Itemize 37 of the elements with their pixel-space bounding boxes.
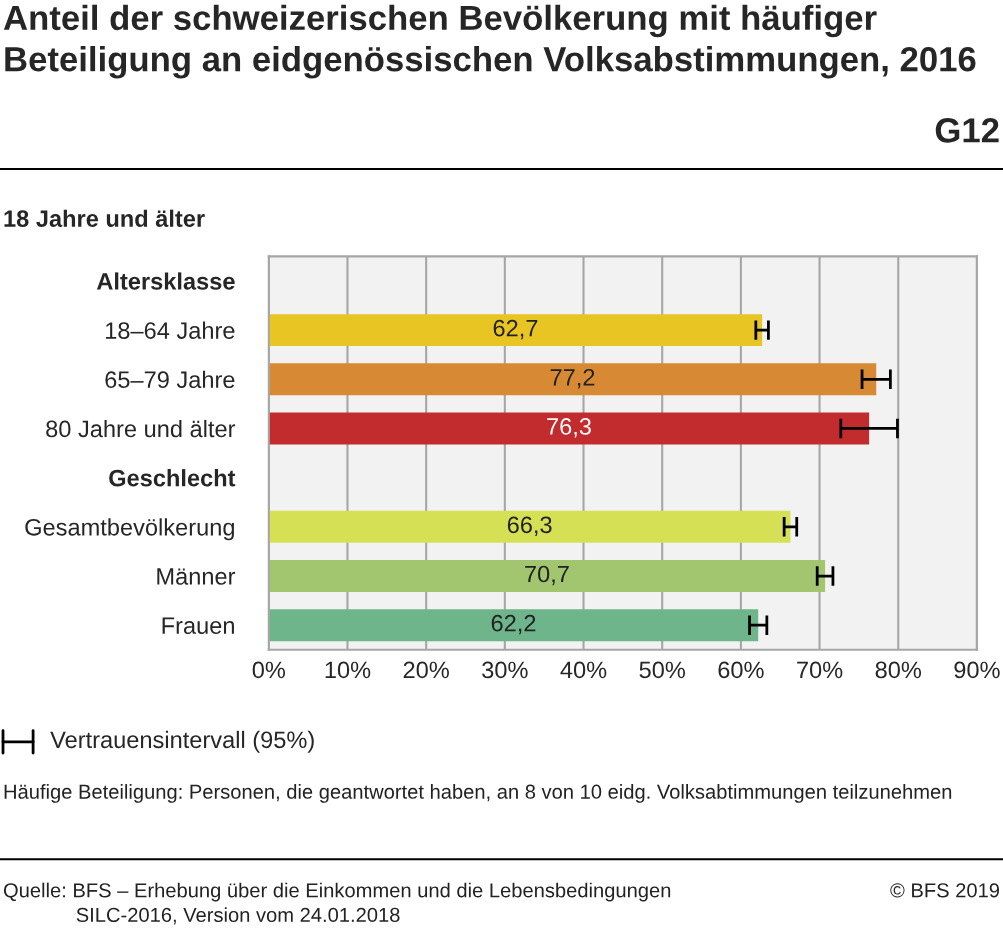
data-label: 77,2: [550, 368, 595, 389]
x-tick-label: 70%: [797, 661, 843, 679]
x-tick-label: 90%: [954, 661, 1000, 679]
text: G12: [935, 118, 999, 143]
x-tick-label: 20%: [403, 661, 449, 679]
data-label: 62,7: [493, 319, 538, 340]
x-tick-label: 50%: [639, 661, 685, 679]
chart-subtitle: 18 Jahre und älter: [4, 209, 205, 227]
data-label: 76,3: [547, 418, 591, 438]
bar: [268, 510, 791, 543]
text: Vertrauensintervall (95%): [50, 730, 314, 753]
y-tick-label: Geschlecht: [109, 469, 236, 487]
x-tick-label: 30%: [482, 661, 528, 679]
y-tick-label: Gesamtbevölkerung: [25, 518, 234, 541]
bar: [268, 560, 826, 592]
data-label: 66,3: [507, 516, 552, 536]
y-tick-label: 18–64 Jahre: [106, 321, 235, 339]
bar: [268, 314, 763, 347]
x-tick-label: 10%: [325, 661, 371, 679]
y-tick-label: Männer: [157, 568, 236, 585]
source-note: Quelle: BFS – Erhebung über die Einkommen und die Lebensbedingungen SILC-2016, Version vom 24.01.2018: [3, 882, 671, 925]
y-tick-label: 65–79 Jahre: [105, 370, 235, 389]
data-label: 70,7: [525, 565, 569, 586]
bar: [268, 609, 759, 642]
data-label: 62,2: [491, 614, 536, 635]
x-tick-label: 60%: [718, 661, 764, 679]
x-tick-label: 0%: [252, 661, 286, 679]
bar: [268, 412, 870, 445]
x-tick-label: 40%: [560, 661, 607, 679]
y-tick-label: 80 Jahre und älter: [46, 419, 236, 438]
text: © BFS 2019: [890, 883, 1000, 898]
y-tick-label: Frauen: [162, 617, 234, 634]
bar: [268, 363, 877, 396]
y-tick-label: Altersklasse: [96, 272, 235, 290]
chart-title: Anteil der schweizerischen Bevölkerung mit häufiger Beteiligung an eidgenössischen Volksabstimmungen, 2016: [3, 4, 976, 79]
x-tick-label: 80%: [875, 661, 922, 679]
text: Häufige Beteiligung: Personen, die geantwortet haben, an 8 von 10 eidg. Volksabtimmungen teilzunehmen: [4, 784, 952, 803]
